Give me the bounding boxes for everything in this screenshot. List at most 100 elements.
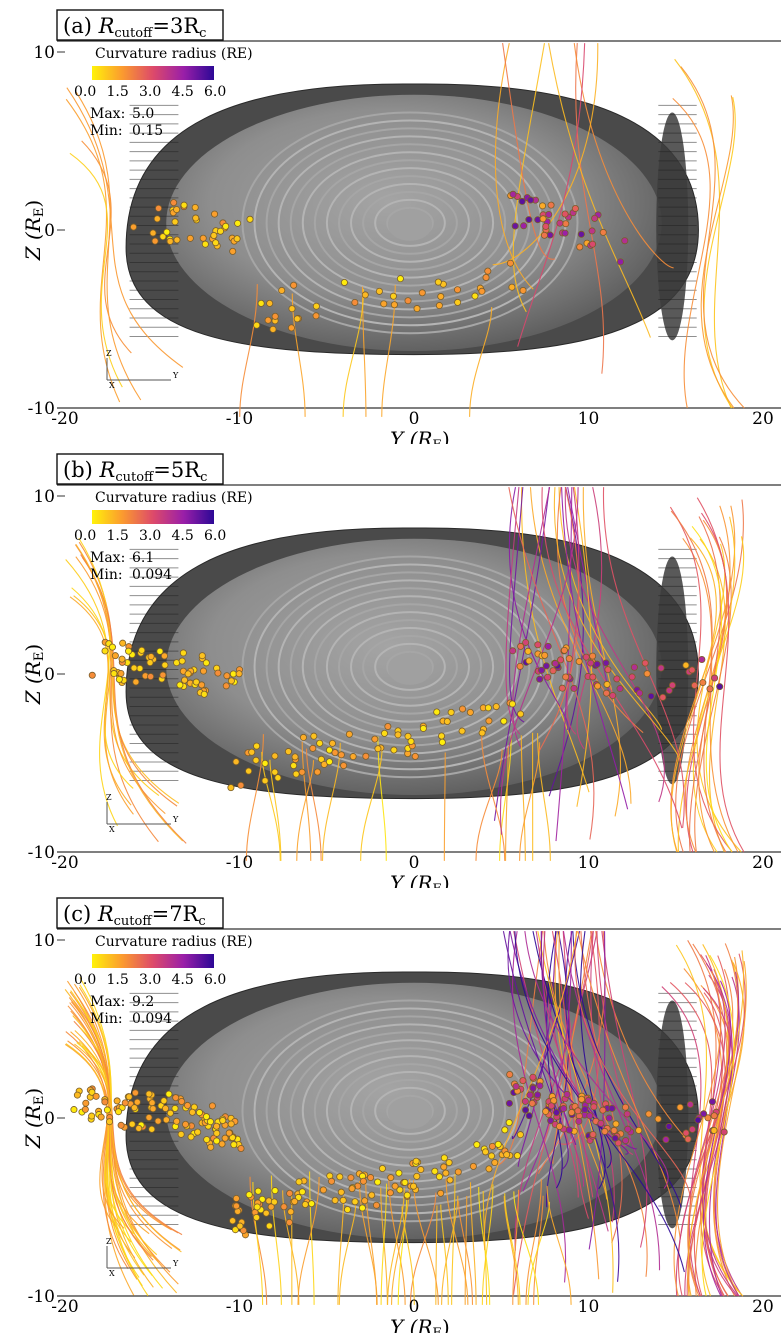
curvature-marker (530, 1085, 536, 1091)
curvature-marker (89, 672, 95, 678)
curvature-marker (578, 231, 584, 237)
panel-title-sub: cutoff (114, 26, 154, 41)
curvature-marker (459, 728, 465, 734)
curvature-marker (116, 676, 122, 682)
curvature-marker (181, 202, 187, 208)
surface-dawn-rim (656, 1001, 688, 1229)
colorbar-tick-label: 4.5 (172, 84, 194, 100)
curvature-marker (360, 1178, 366, 1184)
curvature-marker (587, 1113, 593, 1119)
curvature-marker (600, 229, 606, 235)
curvature-marker (292, 754, 298, 760)
curvature-marker (583, 654, 589, 660)
curvature-marker (362, 1198, 368, 1204)
panel-title-main: R (97, 902, 114, 926)
curvature-marker (228, 678, 234, 684)
curvature-marker (270, 326, 276, 332)
curvature-marker (211, 211, 217, 217)
curvature-marker (189, 1109, 195, 1115)
y-axis-label-main: Z (R (21, 1105, 45, 1149)
curvature-marker (234, 236, 240, 242)
curvature-marker (557, 220, 563, 226)
triad-z-label: Z (106, 1237, 112, 1246)
curvature-marker (527, 1092, 533, 1098)
curvature-marker (521, 223, 527, 229)
x-tick-label: 0 (409, 409, 420, 429)
colorbar-tick-label: 3.0 (139, 528, 161, 544)
curvature-marker (285, 748, 291, 754)
curvature-marker (313, 303, 319, 309)
curvature-marker (368, 1174, 374, 1180)
curvature-marker (412, 753, 418, 759)
panel-title-main: R (98, 14, 115, 38)
curvature-marker (537, 1083, 543, 1089)
curvature-marker (543, 1108, 549, 1114)
curvature-marker (721, 1129, 727, 1135)
x-tick-label: -20 (51, 409, 78, 429)
curvature-marker (609, 1105, 615, 1111)
curvature-marker (441, 1155, 447, 1161)
x-axis-label-main: Y (R (390, 1315, 432, 1333)
curvature-marker (530, 1074, 536, 1080)
x-tick-label: 20 (752, 853, 774, 873)
curvature-marker (193, 679, 199, 685)
curvature-marker (614, 676, 620, 682)
x-axis-label-sub: E (433, 1326, 443, 1333)
curvature-marker (263, 1210, 269, 1216)
curvature-marker (603, 690, 609, 696)
curvature-marker (537, 676, 543, 682)
curvature-marker (545, 674, 551, 680)
curvature-marker (71, 1106, 77, 1112)
curvature-marker (133, 679, 139, 685)
curvature-marker (526, 216, 532, 222)
curvature-marker (683, 662, 689, 668)
curvature-marker (404, 1192, 410, 1198)
triad-z-label: Z (106, 793, 112, 802)
curvature-marker (666, 1123, 672, 1129)
curvature-marker (375, 1179, 381, 1185)
panel-title-sub: cutoff (114, 914, 154, 929)
curvature-marker (193, 215, 199, 221)
curvature-marker (82, 1106, 88, 1112)
curvature-marker (247, 216, 253, 222)
colorbar-tick-label: 6.0 (204, 528, 226, 544)
y-axis-label: Z (RE) (21, 1088, 47, 1149)
curvature-marker (195, 1129, 201, 1135)
triad-y-label: Y (172, 371, 179, 380)
curvature-marker (89, 1113, 95, 1119)
curvature-marker (644, 671, 650, 677)
curvature-marker (434, 709, 440, 715)
curvature-marker (265, 317, 271, 323)
curvature-marker (272, 769, 278, 775)
curvature-marker (102, 648, 108, 654)
curvature-marker (623, 1137, 629, 1143)
panel-title-prefix: (c) (63, 902, 98, 926)
curvature-marker (553, 1109, 559, 1115)
curvature-marker (115, 1109, 121, 1115)
curvature-marker (637, 690, 643, 696)
curvature-marker (362, 292, 368, 298)
x-axis-label-main: Y (R (390, 871, 432, 888)
curvature-marker (543, 663, 549, 669)
x-axis-label-end: ) (442, 1315, 450, 1333)
curvature-marker (203, 660, 209, 666)
stats-max-label: Max: (90, 550, 125, 566)
panel-title-rest: =7R (152, 902, 200, 926)
curvature-marker (712, 675, 718, 681)
curvature-marker (541, 232, 547, 238)
curvature-marker (180, 650, 186, 656)
curvature-marker (220, 1117, 226, 1123)
curvature-marker (208, 1144, 214, 1150)
curvature-marker (146, 1114, 152, 1120)
curvature-marker (120, 640, 126, 646)
curvature-marker (566, 1127, 572, 1133)
curvature-marker (154, 216, 160, 222)
curvature-marker (268, 1204, 274, 1210)
curvature-marker (447, 1177, 453, 1183)
x-axis-label: Y (RE) (390, 427, 450, 444)
curvature-marker (414, 305, 420, 311)
curvature-marker (147, 659, 153, 665)
field-line (65, 1044, 133, 1295)
